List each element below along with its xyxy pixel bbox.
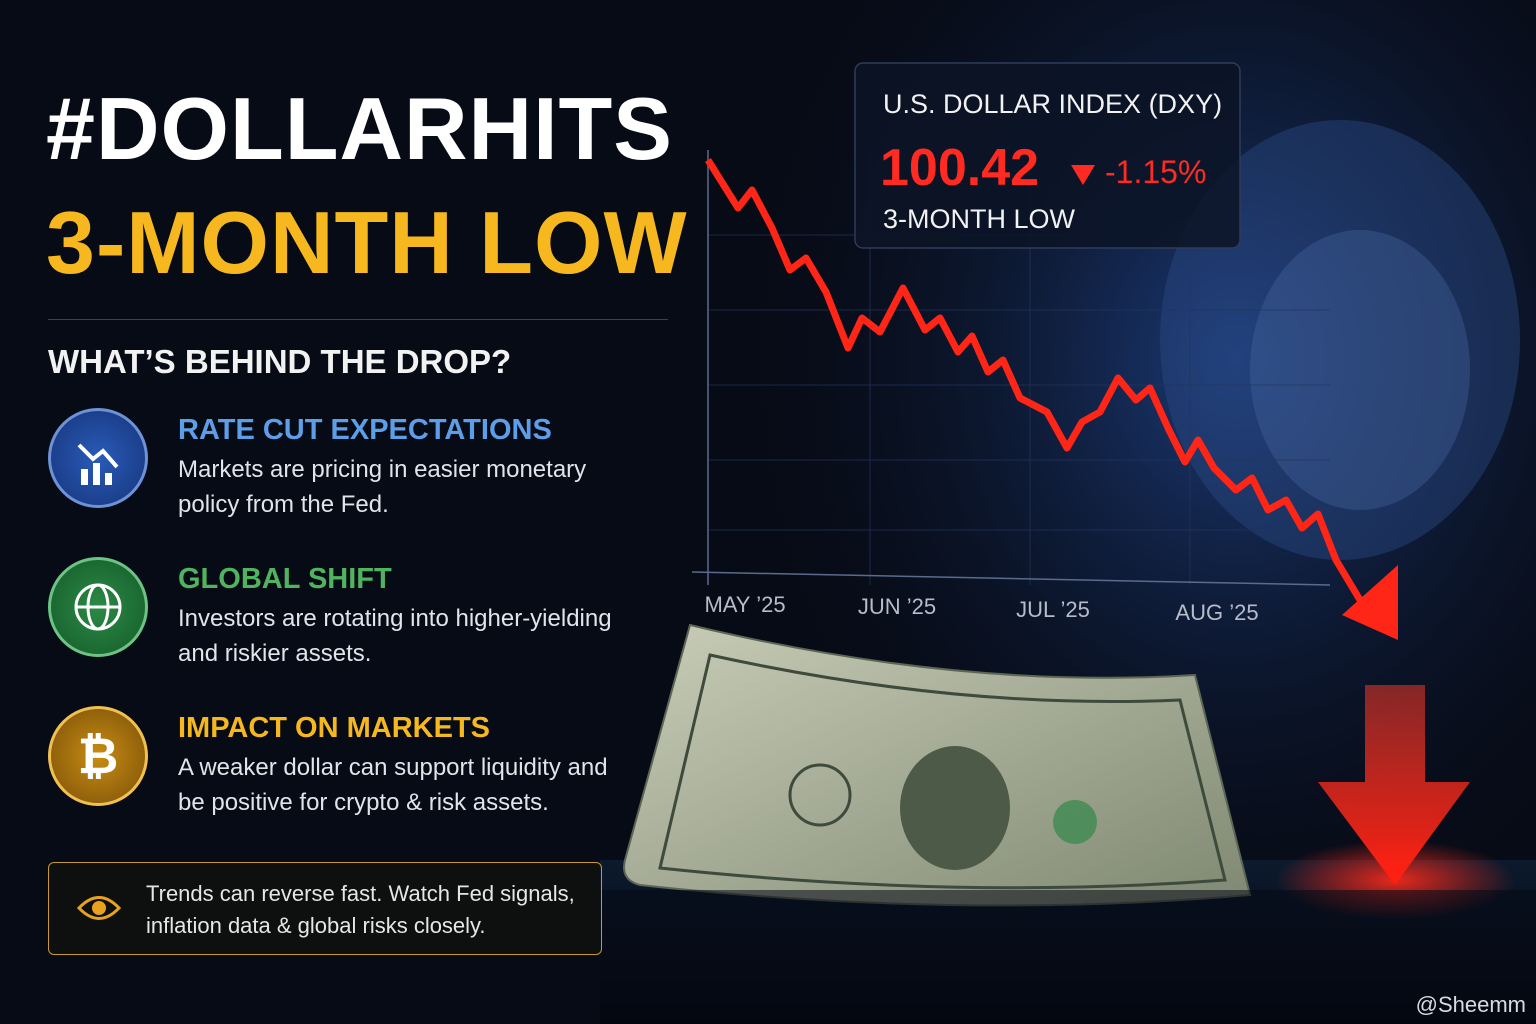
note-text: Trends can reverse fast. Watch Fed signa… xyxy=(146,881,575,938)
globe-glyph xyxy=(74,583,122,631)
ticker-box xyxy=(854,62,1241,249)
global-icon xyxy=(48,557,148,657)
down-arrow xyxy=(1318,685,1470,885)
rate-glyph xyxy=(77,443,119,485)
ticker-label: U.S. DOLLAR INDEX (DXY) xyxy=(883,89,1222,119)
ticker-caption: 3-MONTH LOW xyxy=(883,204,1076,234)
eye-icon xyxy=(77,896,121,920)
bill-seal xyxy=(788,763,852,827)
note-box xyxy=(48,862,602,955)
x-tick-label: JUL ’25 xyxy=(1016,597,1090,622)
bill-border xyxy=(658,653,1227,890)
reason-title: IMPACT ON MARKETS xyxy=(178,712,491,744)
water-front xyxy=(600,890,1536,1024)
svg-text:₿: ₿ xyxy=(78,727,119,785)
x-axis xyxy=(691,571,1331,586)
bill-green-seal xyxy=(1053,800,1097,844)
portrait-face xyxy=(1250,230,1470,510)
bill-portrait xyxy=(900,746,1010,870)
decline-line xyxy=(705,158,1364,602)
divider xyxy=(48,319,668,320)
bitcoin-glyph: ₿ xyxy=(78,727,119,785)
subtitle: 3-MONTH LOW xyxy=(46,193,688,292)
portrait xyxy=(1160,120,1520,560)
down-triangle xyxy=(1071,165,1095,185)
reason-text: Investors are rotating into higher-yield… xyxy=(178,605,612,667)
reason-text: Markets are pricing in easier monetary p… xyxy=(178,456,587,518)
reason-title: GLOBAL SHIFT xyxy=(178,563,392,595)
section-title: WHAT’S BEHIND THE DROP? xyxy=(48,343,512,380)
ticker-change: -1.15% xyxy=(1105,154,1206,190)
reason-text: A weaker dollar can support liquidity an… xyxy=(178,754,608,816)
x-tick-label: MAY ’25 xyxy=(704,592,785,617)
title: #DOLLARHITS xyxy=(46,79,673,178)
x-tick-label: AUG ’25 xyxy=(1175,600,1258,625)
rate-icon xyxy=(48,408,148,508)
watermark: @Sheemm xyxy=(1415,992,1526,1017)
line-arrowhead xyxy=(1342,565,1398,640)
x-tick-label: JUN ’25 xyxy=(858,594,936,619)
ticker-value: 100.42 xyxy=(880,139,1039,197)
crypto-icon: ₿ xyxy=(48,706,148,806)
reason-title: RATE CUT EXPECTATIONS xyxy=(178,414,552,446)
